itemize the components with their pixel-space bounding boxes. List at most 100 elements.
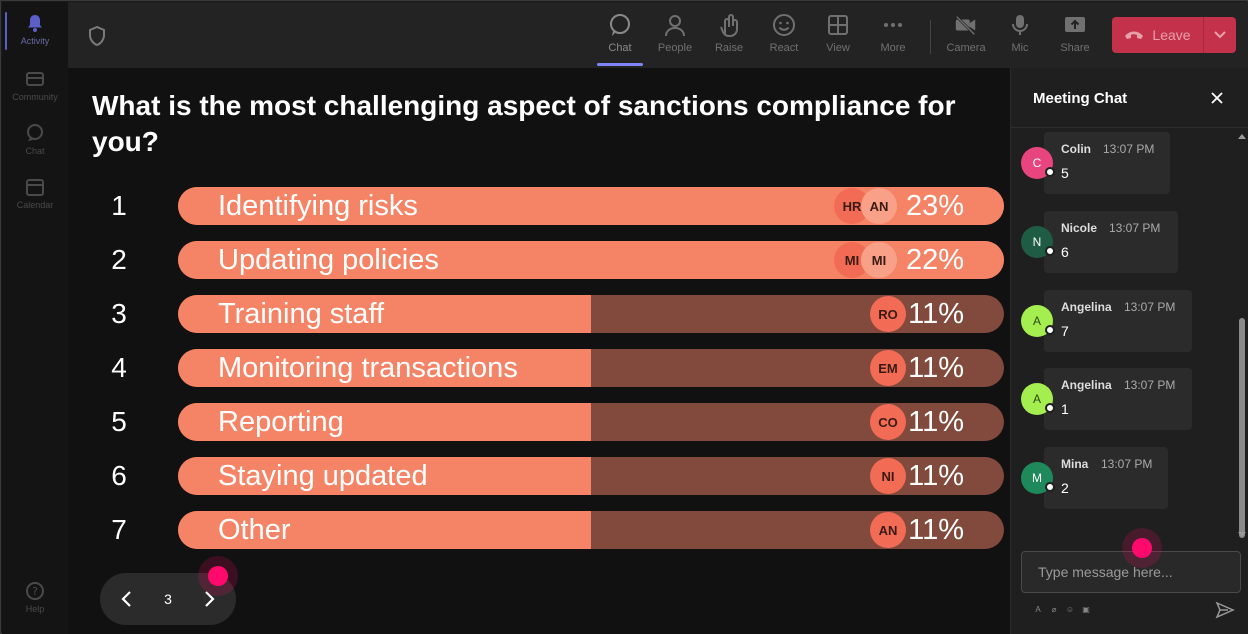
poll-option[interactable]: 3 Training staff RO 11%: [68, 295, 1010, 333]
toolbar-react-button[interactable]: React: [760, 12, 808, 62]
poll-option[interactable]: 6 Staying updated NI 11%: [68, 457, 1010, 495]
poll-option[interactable]: 5 Reporting CO 11%: [68, 403, 1010, 441]
rail-item-help[interactable]: ? Help: [2, 580, 68, 632]
pointer-indicator: [208, 566, 228, 586]
active-tab-underline: [597, 63, 643, 66]
option-number: 5: [111, 406, 127, 437]
toolbar-mic-button[interactable]: Mic: [996, 12, 1044, 62]
option-label: Reporting: [218, 406, 344, 438]
rail-item-calendar[interactable]: Calendar: [2, 176, 68, 228]
close-icon[interactable]: [1209, 90, 1225, 106]
grid-icon: [826, 12, 850, 38]
toolbar-raise-button[interactable]: Raise: [705, 12, 753, 62]
option-label: Other: [218, 514, 291, 546]
attach-icon[interactable]: ⌀: [1051, 604, 1057, 614]
smiley-icon: [772, 12, 796, 38]
leave-button[interactable]: Leave: [1112, 17, 1236, 53]
option-percent: 11%: [908, 298, 964, 330]
left-rail: Activity Community Chat Calendar ? Help: [2, 2, 68, 634]
chat-icon: [24, 122, 46, 144]
presence-dot: [1045, 482, 1055, 492]
message-bubble: Nicole 13:07 PM 6: [1044, 211, 1178, 273]
poll-option[interactable]: 2 Updating policies MI MI 22%: [68, 241, 1010, 279]
chat-scrollbar[interactable]: [1237, 130, 1247, 544]
svg-text:?: ?: [32, 585, 38, 598]
meeting-toolbar: Chat People Raise React View: [68, 2, 1248, 68]
message-time: 13:07 PM: [1124, 378, 1176, 392]
option-bar-fill: [178, 511, 591, 549]
calendar-icon: [24, 176, 46, 198]
message-time: 13:07 PM: [1103, 142, 1155, 156]
option-percent: 11%: [908, 514, 964, 546]
poll-option[interactable]: 4 Monitoring transactions EM 11%: [68, 349, 1010, 387]
chat-bubble-icon: [608, 12, 632, 38]
message-text: 2: [1061, 480, 1069, 496]
camera-off-icon: [954, 12, 978, 38]
option-number: 2: [111, 244, 127, 275]
voter-avatar: CO: [870, 404, 906, 440]
scroll-down-arrow[interactable]: [1238, 532, 1246, 537]
rail-item-chat[interactable]: Chat: [2, 122, 68, 174]
shield-icon: [88, 25, 106, 47]
toolbar-share-button[interactable]: Share: [1051, 12, 1099, 62]
leave-separator: [1203, 17, 1204, 53]
presence-dot: [1045, 403, 1055, 413]
people-icon: [663, 12, 687, 38]
toolbar-more-button[interactable]: More: [869, 12, 917, 62]
toolbar-camera-button[interactable]: Camera: [942, 12, 990, 62]
option-label: Monitoring transactions: [218, 352, 518, 384]
toolbar-chat-button[interactable]: Chat: [596, 12, 644, 62]
option-number: 1: [111, 190, 127, 221]
leave-label: Leave: [1152, 27, 1191, 43]
mic-icon: [1008, 12, 1032, 38]
option-bar-fill: [178, 457, 591, 495]
message-time: 13:07 PM: [1124, 300, 1176, 314]
voter-avatar: AN: [861, 188, 897, 224]
option-bar: Monitoring transactions EM 11%: [178, 349, 1004, 387]
leave-main[interactable]: Leave: [1112, 27, 1203, 43]
option-percent: 11%: [908, 352, 964, 384]
message-author: Colin: [1061, 142, 1091, 156]
poll-option[interactable]: 7 Other AN 11%: [68, 511, 1010, 549]
toolbar-divider: [930, 20, 931, 54]
poll-stage: What is the most challenging aspect of s…: [68, 68, 1010, 634]
chat-title: Meeting Chat: [1033, 90, 1128, 107]
chevron-left-icon[interactable]: [114, 587, 138, 611]
option-number: 6: [111, 460, 127, 491]
presence-dot: [1045, 325, 1055, 335]
scroll-up-arrow[interactable]: [1238, 134, 1246, 139]
send-icon[interactable]: [1215, 600, 1235, 620]
meeting-chat-panel: Meeting Chat Colin 13:07 PM 5 C Nicole 13:07 …: [1010, 68, 1248, 634]
chat-message: Angelina 13:07 PM 7 A: [1011, 290, 1241, 352]
rail-item-community[interactable]: Community: [2, 68, 68, 120]
toolbar-view-button[interactable]: View: [814, 12, 862, 62]
option-percent: 11%: [908, 406, 964, 438]
option-bar-fill: [178, 403, 591, 441]
presence-dot: [1045, 167, 1055, 177]
toolbar-people-button[interactable]: People: [651, 12, 699, 62]
option-number: 7: [111, 514, 127, 545]
presence-dot: [1045, 246, 1055, 256]
scroll-thumb[interactable]: [1239, 318, 1245, 538]
emoji-icon[interactable]: ☺: [1065, 604, 1075, 614]
chat-message: Nicole 13:07 PM 6 N: [1011, 211, 1241, 273]
voter-avatar: EM: [870, 350, 906, 386]
rail-item-activity[interactable]: Activity: [2, 12, 68, 64]
option-label: Updating policies: [218, 244, 439, 276]
more-icon: [881, 12, 905, 38]
chevron-right-icon[interactable]: [198, 587, 222, 611]
poll-option[interactable]: 1 Identifying risks HR AN 23%: [68, 187, 1010, 225]
option-percent: 23%: [905, 190, 964, 222]
poll-question: What is the most challenging aspect of s…: [92, 90, 956, 157]
voter-avatar: RO: [870, 296, 906, 332]
message-author: Angelina: [1061, 300, 1112, 314]
message-bubble: Colin 13:07 PM 5: [1044, 132, 1170, 194]
message-time: 13:07 PM: [1101, 457, 1153, 471]
message-author: Nicole: [1061, 221, 1098, 235]
chevron-down-icon[interactable]: [1204, 31, 1236, 39]
option-bar: Updating policies MI MI 22%: [178, 241, 1004, 279]
chat-message-input[interactable]: [1021, 551, 1241, 593]
format-icon[interactable]: A: [1035, 604, 1041, 614]
gif-icon[interactable]: ▣: [1082, 604, 1090, 614]
